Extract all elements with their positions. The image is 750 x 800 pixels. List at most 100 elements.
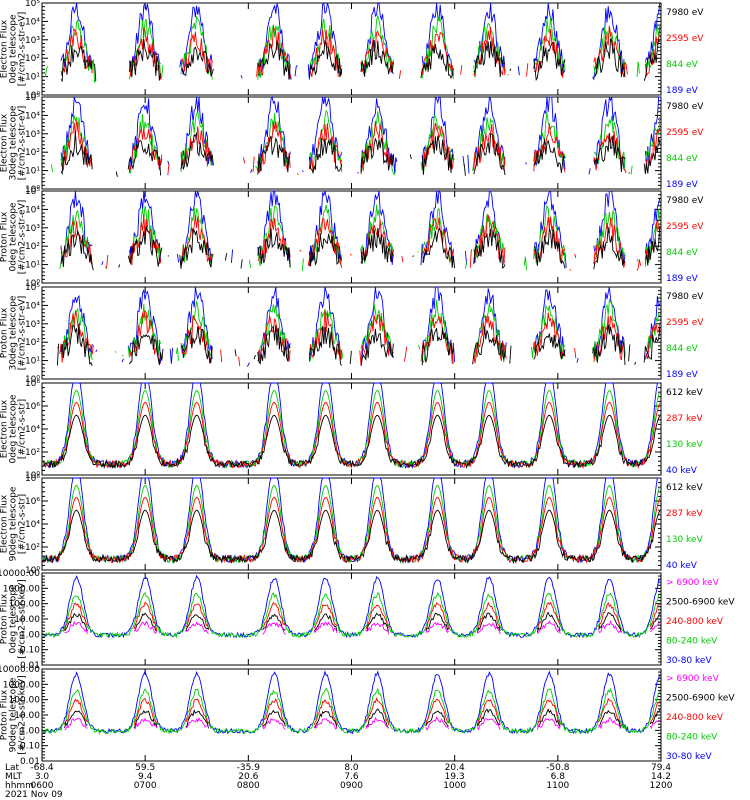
legend-entry: 2500-6900 keV — [666, 598, 735, 608]
x-tick-label-hhmm: 1100 — [546, 781, 569, 791]
trace--6900-kev — [64, 620, 660, 635]
y-axis-label-line: Proton Flux — [0, 211, 10, 262]
x-tick-label-mlt: 7.6 — [344, 772, 359, 782]
legend-entry: 189 eV — [666, 370, 699, 380]
trace-40-kev — [42, 477, 660, 564]
y-axis-label-line: [#/cm2-s-str-eV] — [18, 12, 28, 87]
y-axis-label-line: MEPED — [0, 508, 1, 540]
y-axis-label-line: TED — [0, 228, 1, 247]
y-axis-label-line: [#/cm2-s-str-keV] — [18, 675, 28, 754]
legend-entry: 189 eV — [666, 180, 699, 190]
legend-entry: 40 keV — [666, 561, 698, 571]
y-tick-label: 0.10 — [20, 742, 40, 752]
y-tick-label: 10² — [25, 448, 40, 458]
y-axis-label-line: Electron Flux — [0, 494, 10, 553]
y-axis-label: TEDElectron Flux0deg telescope[#/cm2-s-s… — [0, 12, 28, 87]
y-tick-label: 10² — [25, 338, 40, 348]
y-tick-label: 100.00 — [9, 696, 41, 706]
trace--6900-kev — [64, 716, 660, 731]
legend-entry: 844 eV — [666, 344, 699, 354]
trace-7980-ev — [60, 38, 661, 83]
x-tick-label-lat: -35.9 — [237, 763, 261, 773]
panel-frame — [41, 286, 662, 380]
y-tick-label: 10⁰ — [25, 279, 40, 289]
y-axis-label-line: MEPED — [0, 603, 1, 635]
legend-entry: > 6900 keV — [666, 674, 720, 684]
x-tick-label-lat: -50.8 — [546, 763, 570, 773]
y-axis-label-line: [#/cm2-s-str-keV] — [18, 579, 28, 658]
flux-panel-8: 0.010.101.0010.00100.001000.0010000.00ME… — [0, 665, 735, 767]
x-axis-row-label: Lat — [5, 763, 20, 773]
trace-612-kev — [42, 414, 661, 469]
legend-entry: 2595 eV — [666, 318, 704, 328]
y-axis-label-line: [#/cm2-s-str-eV] — [18, 200, 28, 275]
flux-panel-4: 10⁰ 10¹ 10² 10³ 10⁴ 10⁵ TEDProton Flux30deg te… — [0, 283, 704, 385]
y-tick-label: 10³ — [25, 36, 40, 46]
x-tick-label-lat: 59.5 — [135, 763, 155, 773]
y-axis-label-line: Electron Flux — [0, 19, 10, 78]
legend-entry: 130 keV — [666, 440, 703, 450]
trace-240-800-kev — [64, 697, 661, 727]
y-tick-label: 0.01 — [20, 661, 40, 671]
legend-entry: 7980 eV — [666, 292, 704, 302]
y-tick-label: 10⁰ — [25, 566, 40, 576]
trace-844-ev — [44, 14, 661, 84]
y-axis-label-line: 30deg telescope — [9, 105, 19, 180]
trace-287-kev — [42, 401, 661, 469]
legend-entry: 189 eV — [666, 86, 699, 96]
x-tick-label-mlt: 14.2 — [651, 772, 671, 782]
trace-2500-6900-kev — [64, 611, 661, 633]
legend-entry: 844 eV — [666, 248, 699, 258]
panel-frame — [41, 572, 662, 666]
y-tick-label: 10⁵ — [25, 283, 40, 293]
y-tick-label: 10⁵ — [25, 187, 40, 197]
x-tick-label-hhmm: 1000 — [443, 781, 466, 791]
legend-entry: 612 keV — [666, 483, 703, 493]
y-axis-label-line: 0deg telescope — [9, 14, 19, 84]
y-tick-label: 10³ — [25, 130, 40, 140]
y-axis-label-line: 30deg telescope — [9, 295, 19, 370]
flux-panel-7: 0.010.101.0010.00100.001000.0010000.00ME… — [0, 569, 735, 671]
y-tick-label: 10⁰ — [25, 91, 40, 101]
y-tick-label: 1.00 — [20, 630, 40, 640]
y-tick-label: 10⁴ — [25, 301, 40, 311]
y-axis-label-line: 0deg telescope — [9, 202, 19, 272]
y-axis-label-line: TED — [0, 134, 1, 153]
y-axis-label-line: [#/cm2-s-str] — [18, 494, 28, 554]
flux-panel-1: 10⁰ 10¹ 10² 10³ 10⁴ 10⁵ TEDElectron Flux0deg t… — [0, 0, 704, 101]
y-axis-label-line: [#/cm2-s-str] — [18, 399, 28, 459]
legend-entry: 7980 eV — [666, 196, 704, 206]
x-tick-label-mlt: 9.4 — [138, 772, 153, 782]
trace-189-ev — [60, 189, 661, 268]
y-axis-label: MEPEDElectron Flux90deg telescope[#/cm2-… — [0, 486, 28, 561]
x-tick-label-lat: 8.0 — [344, 763, 359, 773]
legend-entry: 189 eV — [666, 274, 699, 284]
y-tick-label: 10¹ — [25, 261, 40, 271]
y-axis-label-line: Electron Flux — [0, 113, 10, 172]
legend-entry: 287 keV — [666, 414, 703, 424]
x-tick-label-hhmm: 0800 — [237, 781, 260, 791]
legend-entry: 612 keV — [666, 388, 703, 398]
y-tick-label: 10⁸ — [25, 379, 40, 389]
y-tick-label: 10⁴ — [25, 17, 40, 27]
y-tick-label: 10² — [25, 242, 40, 252]
trace-80-240-kev — [42, 687, 661, 735]
legend-entry: 844 eV — [666, 154, 699, 164]
legend-entry: 40 keV — [666, 466, 698, 476]
x-tick-label-lat: 20.4 — [445, 763, 465, 773]
y-tick-label: 1.00 — [20, 726, 40, 736]
panel-frame — [41, 2, 662, 96]
trace-287-kev — [42, 496, 661, 564]
y-axis-label: MEPEDElectron Flux0deg telescope[#/cm2-s… — [0, 394, 28, 464]
trace-7980-ev — [60, 131, 661, 177]
legend-entry: 7980 eV — [666, 102, 704, 112]
flux-panel-5: 10⁰ 10² 10⁴ 10⁶ 10⁸ MEPEDElectron Flux0deg te… — [0, 379, 703, 481]
y-tick-label: 10⁴ — [25, 111, 40, 121]
legend-entry: 2595 eV — [666, 222, 704, 232]
y-axis-label-line: Proton Flux — [0, 689, 10, 740]
y-tick-label: 10¹ — [25, 73, 40, 83]
y-tick-label: 10⁶ — [25, 497, 40, 507]
y-axis-label-line: Proton Flux — [0, 593, 10, 644]
y-tick-label: 10⁴ — [25, 205, 40, 215]
